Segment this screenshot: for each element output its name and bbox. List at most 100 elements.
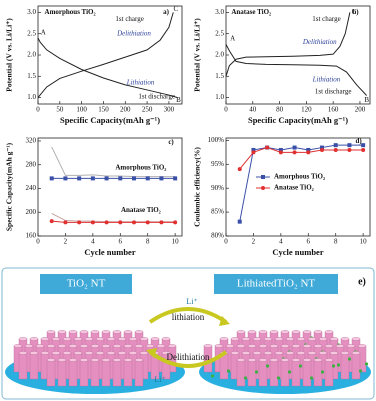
x-tick-label: 0 — [36, 106, 40, 114]
nanotube-top — [156, 344, 166, 348]
y-tick-label: 1.5 — [215, 72, 224, 80]
annotation: C — [174, 5, 179, 13]
marker — [333, 143, 338, 148]
li-ion — [276, 376, 281, 380]
nanotube-top — [307, 337, 317, 341]
y-tick-label: 2.5 — [27, 29, 36, 37]
series-line — [225, 44, 368, 96]
nanotube-top — [95, 351, 105, 355]
x-axis-label: Cycle number — [84, 247, 135, 257]
nanotube-top — [329, 351, 339, 355]
nanotube-top — [29, 337, 39, 341]
nanotube-top — [203, 344, 213, 348]
nanotube-top — [161, 351, 171, 355]
nanotube-top — [35, 344, 45, 348]
y-tick-label: 280 — [26, 160, 37, 168]
nanotube-top — [258, 330, 268, 334]
nanotube-top — [247, 330, 257, 334]
y-tick-label: 2.5 — [215, 29, 224, 37]
y-tick-label: 200 — [26, 208, 37, 216]
nanotube — [313, 359, 323, 387]
nanotube-top — [73, 351, 83, 355]
x-tick-label: 300 — [164, 106, 175, 114]
x-tick-label: 100 — [76, 106, 87, 114]
nanotube — [68, 359, 78, 387]
nanotube — [351, 352, 361, 380]
nanotube-top — [219, 337, 229, 341]
nanotube-top — [269, 344, 279, 348]
nanotube — [302, 359, 312, 387]
nanotube-top — [117, 337, 127, 341]
legend-marker — [261, 186, 265, 190]
series-line — [51, 220, 176, 223]
nanotube — [269, 359, 279, 387]
nanotube-top — [280, 330, 290, 334]
nanotube-top — [68, 358, 78, 362]
nanotube-top — [357, 344, 367, 348]
nanotube-top — [79, 330, 89, 334]
nanotube-top — [236, 330, 246, 334]
li-ion — [336, 363, 341, 367]
nanotube-top — [73, 337, 83, 341]
plot-frame — [37, 137, 183, 237]
nanotube-top — [346, 344, 356, 348]
nanotube-top — [90, 330, 100, 334]
annotation: d) — [356, 137, 363, 145]
nanotube-top — [57, 344, 67, 348]
marker — [77, 220, 82, 225]
x-tick-label: 250 — [142, 106, 153, 114]
label-box — [214, 274, 338, 294]
arrow — [148, 350, 228, 368]
x-tick-label: 50 — [56, 106, 64, 114]
y-axis-label: Specific Capacity(mAh g⁻¹) — [5, 142, 14, 231]
marker — [265, 145, 270, 150]
legend-marker — [261, 175, 265, 179]
series-line — [37, 12, 174, 98]
y-tick-label: 1.0 — [27, 93, 36, 101]
nanotube — [134, 359, 144, 387]
x-tick-label: 160 — [328, 106, 339, 114]
nanotube-top — [46, 358, 56, 362]
li-ion — [347, 357, 352, 361]
y-tick-label: 85% — [211, 208, 224, 216]
nanotube-top — [46, 330, 56, 334]
x-tick-label: 0 — [224, 238, 228, 246]
nanotube-top — [269, 330, 279, 334]
nanotube-top — [258, 344, 268, 348]
marker — [173, 220, 178, 225]
x-tick-label: 0 — [36, 238, 40, 246]
annotation: Delithiation — [116, 29, 151, 37]
left-label: TiO₂ NT — [67, 278, 106, 290]
marker — [347, 143, 352, 148]
x-tick-label: 200 — [355, 106, 366, 114]
annotation: a) — [163, 8, 170, 16]
x-tick-label: 4 — [91, 238, 95, 246]
nanotube-top — [84, 351, 94, 355]
nanotube-top — [112, 358, 122, 362]
nanotube-top — [263, 337, 273, 341]
series-line — [51, 212, 176, 223]
nanotube-top — [112, 344, 122, 348]
annotation: 1st charge — [115, 15, 143, 23]
x-tick-label: 8 — [334, 238, 338, 246]
nanotube-top — [57, 330, 67, 334]
nanotube-top — [18, 351, 28, 355]
marker — [159, 176, 164, 181]
nanotube-top — [79, 344, 89, 348]
x-axis-label: Specific Capacity(mAh g⁻¹) — [248, 115, 348, 125]
nanotube-top — [18, 337, 28, 341]
nanotube-top — [291, 344, 301, 348]
nanotube-top — [112, 330, 122, 334]
nanotube — [258, 359, 268, 387]
marker — [145, 220, 150, 225]
marker — [63, 220, 68, 225]
marker — [278, 147, 283, 152]
legend-label: Amorphous TiO₂ — [274, 173, 325, 181]
marker — [159, 220, 164, 225]
nanotube-top — [29, 351, 39, 355]
series-line — [239, 147, 364, 170]
nanotube-top — [79, 358, 89, 362]
nanotube-top — [95, 337, 105, 341]
li-ion — [287, 370, 292, 374]
